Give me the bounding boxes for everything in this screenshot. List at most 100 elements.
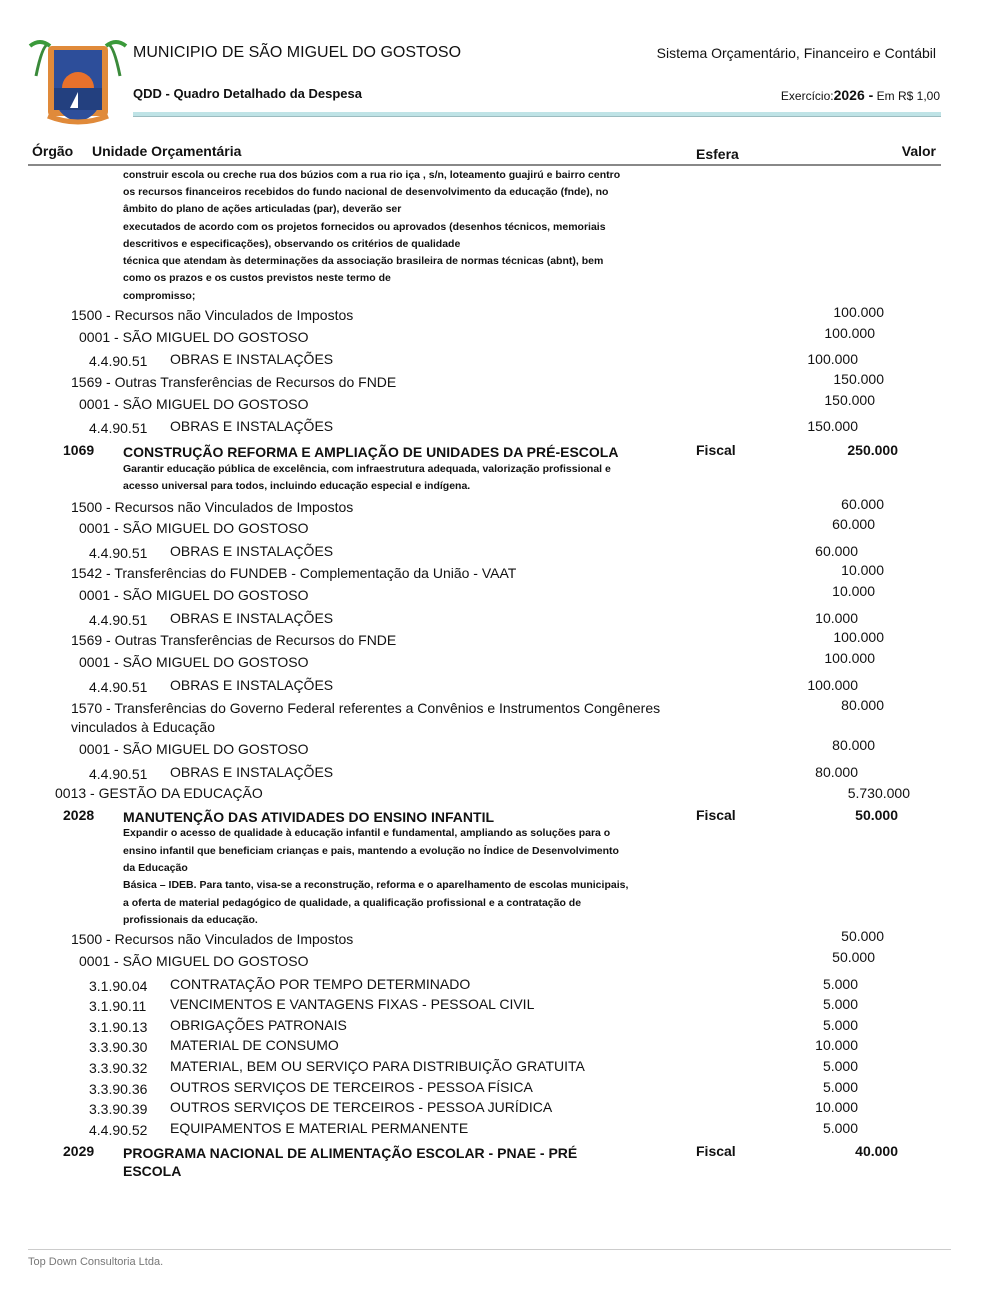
description-line: construir escola ou creche rua dos búzio… [123,169,621,181]
elemento-label: CONTRATAÇÃO POR TEMPO DETERMINADO [170,976,471,992]
unidade-label: 0001 - SÃO MIGUEL DO GOSTOSO [79,396,309,412]
description-line: Expandir o acesso de qualidade à educaçã… [123,827,611,839]
valor-fonte: 60.000 [841,496,884,512]
description-line: Básica – IDEB. Para tanto, visa-se a rec… [123,879,629,891]
unidade-label: 0001 - SÃO MIGUEL DO GOSTOSO [79,587,309,603]
valor-elem: 150.000 [807,418,858,434]
elemento-label: OBRAS E INSTALAÇÕES [170,543,334,559]
valor-action: 250.000 [847,442,898,458]
unidade-label: 0001 - SÃO MIGUEL DO GOSTOSO [79,953,309,969]
elemento-label: OBRAS E INSTALAÇÕES [170,351,334,367]
fonte-recurso-label: 1569 - Outras Transferências de Recursos… [71,374,397,390]
municipal-coat-of-arms-logo [28,40,128,125]
valor-fonte: 100.000 [833,629,884,645]
description-line: técnica que atendam às determinações da … [123,255,604,267]
valor-unit: 50.000 [832,949,875,965]
description-line: a oferta de material pedagógico de quali… [123,897,582,909]
acao-code: 2028 [63,807,95,823]
acao-title: PROGRAMA NACIONAL DE ALIMENTAÇÃO ESCOLAR… [123,1145,578,1161]
valor-elem: 5.000 [822,1120,858,1136]
exercicio-label: Exercício: [780,89,834,103]
valor-uo: 5.730.000 [847,785,910,801]
valor-unit: 10.000 [832,583,875,599]
column-header-esfera: Esfera [696,146,739,162]
exercicio-year: 2026 - [833,87,874,103]
unidade-label: 0001 - SÃO MIGUEL DO GOSTOSO [79,654,309,670]
elemento-code: 3.1.90.11 [89,998,147,1014]
esfera-value: Fiscal [696,807,736,823]
valor-elem: 5.000 [822,1079,858,1095]
exercicio-info: Exercício:2026 - Em R$ 1,00 [781,87,940,103]
fonte-recurso-label: 1569 - Outras Transferências de Recursos… [71,632,397,648]
fonte-recurso-label: 1542 - Transferências do FUNDEB - Comple… [71,565,517,581]
column-header-unidade: Unidade Orçamentária [92,143,242,159]
fonte-recurso-label: 1570 - Transferências do Governo Federal… [71,700,661,716]
elemento-code: 3.1.90.13 [89,1019,148,1035]
fonte-recurso-label: 1500 - Recursos não Vinculados de Impost… [71,307,354,323]
esfera-value: Fiscal [696,442,736,458]
elemento-code: 4.4.90.52 [89,1122,148,1138]
fonte-recurso-label: 1500 - Recursos não Vinculados de Impost… [71,499,354,515]
elemento-label: OBRIGAÇÕES PATRONAIS [170,1017,347,1033]
acao-title: MANUTENÇÃO DAS ATIVIDADES DO ENSINO INFA… [123,809,495,825]
unidade-orcamentaria-label: 0013 - GESTÃO DA EDUCAÇÃO [55,785,263,801]
description-line: executados de acordo com os projetos for… [123,221,606,233]
column-header-divider [28,164,941,166]
elemento-code: 4.4.90.51 [89,766,148,782]
valor-fonte: 10.000 [841,562,884,578]
elemento-code: 4.4.90.51 [89,420,148,436]
elemento-label: OBRAS E INSTALAÇÕES [170,677,334,693]
valor-elem: 80.000 [815,764,858,780]
valor-fonte: 150.000 [833,371,884,387]
footer-company: Top Down Consultoria Ltda. [28,1256,164,1268]
valor-elem: 10.000 [815,1037,858,1053]
currency-label: Em R$ 1,00 [873,89,940,103]
acao-title-continued: ESCOLA [123,1163,182,1179]
elemento-code: 3.3.90.32 [89,1060,148,1076]
valor-fonte: 50.000 [841,928,884,944]
unidade-label: 0001 - SÃO MIGUEL DO GOSTOSO [79,520,309,536]
elemento-label: VENCIMENTOS E VANTAGENS FIXAS - PESSOAL … [170,996,535,1012]
valor-unit: 60.000 [832,516,875,532]
column-header-orgao: Órgão [32,143,74,159]
header-divider [133,112,941,117]
elemento-code: 3.1.90.04 [89,978,148,994]
description-line: âmbito do plano de ações articuladas (pa… [123,203,402,215]
municipality-title: MUNICIPIO DE SÃO MIGUEL DO GOSTOSO [133,44,462,61]
description-line: da Educação [123,862,188,874]
elemento-label: MATERIAL DE CONSUMO [170,1037,339,1053]
description-line: acesso universal para todos, incluindo e… [123,480,471,492]
footer-divider [28,1249,951,1250]
valor-elem: 10.000 [815,610,858,626]
elemento-code: 4.4.90.51 [89,679,148,695]
elemento-code: 3.3.90.36 [89,1081,148,1097]
elemento-label: EQUIPAMENTOS E MATERIAL PERMANENTE [170,1120,469,1136]
valor-fonte: 80.000 [841,697,884,713]
elemento-label: OUTROS SERVIÇOS DE TERCEIROS - PESSOA FÍ… [170,1079,533,1095]
valor-elem: 5.000 [822,976,858,992]
description-line: os recursos financeiros recebidos do fun… [123,186,609,198]
description-line: profissionais da educação. [123,914,258,926]
elemento-code: 4.4.90.51 [89,612,148,628]
elemento-code: 3.3.90.39 [89,1101,148,1117]
elemento-label: OBRAS E INSTALAÇÕES [170,764,334,780]
description-line: ensino infantil que beneficiam crianças … [123,845,619,857]
unidade-label: 0001 - SÃO MIGUEL DO GOSTOSO [79,741,309,757]
valor-unit: 100.000 [824,650,875,666]
report-title: QDD - Quadro Detalhado da Despesa [133,86,362,101]
elemento-code: 3.3.90.30 [89,1039,148,1055]
valor-fonte: 100.000 [833,304,884,320]
acao-code: 1069 [63,442,95,458]
elemento-label: OUTROS SERVIÇOS DE TERCEIROS - PESSOA JU… [170,1099,553,1115]
valor-elem: 100.000 [807,677,858,693]
column-header-valor: Valor [901,143,936,159]
valor-elem: 5.000 [822,1058,858,1074]
valor-unit: 100.000 [824,325,875,341]
valor-elem: 5.000 [822,1017,858,1033]
valor-unit: 150.000 [824,392,875,408]
acao-code: 2029 [63,1143,95,1159]
fonte-recurso-label: vinculados à Educação [71,719,215,735]
description-line: como os prazos e os custos previstos nes… [123,272,391,284]
valor-elem: 60.000 [815,543,858,559]
